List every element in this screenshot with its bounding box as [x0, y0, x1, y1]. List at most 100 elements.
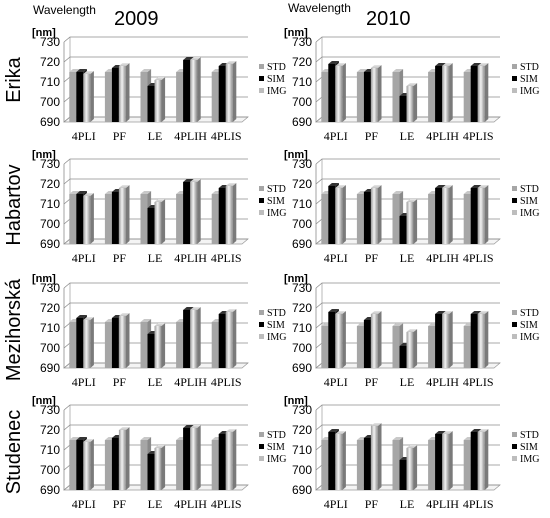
bar-front: [104, 322, 112, 368]
bar-top: [140, 191, 152, 194]
y-tick-label: 700: [292, 95, 312, 109]
bar-front: [399, 346, 407, 368]
bar-front: [370, 314, 378, 368]
legend-swatch-img: [259, 88, 264, 93]
y-tick-label: 710: [40, 321, 60, 335]
legend-swatch-img: [259, 334, 264, 339]
bar-top: [225, 309, 237, 312]
y-tick-label: 700: [292, 341, 312, 355]
bar-front: [104, 440, 112, 490]
legend-swatch-sim: [512, 76, 517, 81]
bar-front: [190, 310, 198, 368]
bar-front: [335, 434, 343, 490]
y-tick-label: 720: [40, 177, 60, 191]
y-tick-label: 730: [292, 157, 312, 171]
bar-front: [225, 64, 233, 122]
bar-front: [406, 332, 414, 368]
x-tick-label: 4PLIS: [211, 375, 242, 389]
legend-label-std: STD: [267, 184, 286, 195]
bar-img-4pli: [83, 71, 94, 122]
bar-front: [356, 440, 364, 490]
year-2010-header: 2010: [366, 8, 411, 30]
bar-front: [76, 194, 84, 244]
bar-front: [442, 314, 450, 368]
gridline: [63, 56, 248, 63]
bar-front: [76, 318, 84, 368]
legend-label-sim: SIM: [267, 442, 285, 453]
y-tick-label: 730: [292, 35, 312, 49]
bar-front: [370, 188, 378, 244]
y-tick-label: 720: [40, 301, 60, 315]
bar-top: [118, 63, 130, 66]
bar-front: [477, 188, 485, 244]
bar-img-4pli: [83, 317, 94, 368]
bar-top: [83, 317, 94, 320]
bar-top: [477, 311, 489, 314]
legend-label-img: IMG: [520, 208, 539, 219]
bar-front: [328, 432, 336, 490]
x-tick-label: 4PLIS: [463, 129, 494, 143]
bar-top: [435, 431, 446, 434]
legend-swatch-sim: [512, 198, 517, 203]
bar-front: [183, 182, 191, 244]
bar-front: [321, 72, 329, 122]
legend-swatch-std: [512, 310, 517, 315]
panel-mezihorska-2009: 690 700 710 720 730[nm] 4PLI PF LE 4PLIH 4PLIS STD…: [32, 273, 286, 389]
bar-top: [69, 191, 80, 194]
x-tick-label: LE: [400, 497, 415, 511]
panel-erika-2010: 690 700 710 720 730[nm] 4PLI PF LE 4PLIH 4PLIS STD…: [284, 27, 539, 143]
bar-front: [83, 320, 91, 368]
x-tick-label: PF: [113, 129, 127, 143]
bar-front: [363, 438, 371, 490]
bar-front: [183, 428, 191, 490]
legend-label-sim: SIM: [267, 320, 285, 331]
y-tick-label: 720: [292, 301, 312, 315]
bar-front: [69, 322, 77, 368]
bar-front: [118, 188, 126, 244]
bar-front: [218, 66, 226, 122]
y-unit-label: [nm]: [284, 273, 308, 285]
gridline: [63, 302, 248, 309]
y-tick-label: 720: [40, 423, 60, 437]
y-tick-label: 730: [40, 403, 60, 417]
gridline: [63, 158, 248, 165]
bar-top: [470, 429, 482, 432]
legend-label-img: IMG: [267, 332, 286, 343]
wavelength-label-right: Wavelength: [288, 1, 351, 15]
x-tick-label: PF: [365, 375, 379, 389]
bar-front: [154, 326, 162, 368]
bar-img-pf: [118, 313, 130, 368]
bar-front: [211, 322, 219, 368]
bar-side: [377, 185, 382, 244]
bar-top: [154, 323, 166, 326]
bar-side: [232, 309, 237, 368]
bar-top: [140, 69, 152, 72]
bar-img-4plis: [477, 63, 489, 122]
bar-top: [470, 185, 482, 188]
bar-front: [118, 316, 126, 368]
y-tick-label: 720: [292, 423, 312, 437]
x-tick-label: PF: [113, 375, 127, 389]
bar-front: [463, 72, 471, 122]
gridline: [315, 404, 500, 411]
bar-img-4plih: [442, 63, 453, 122]
legend-label-std: STD: [267, 430, 286, 441]
bar-side: [161, 199, 166, 244]
bar-front: [140, 194, 148, 244]
legend-label-sim: SIM: [520, 74, 538, 85]
bar-top: [328, 183, 339, 186]
bar-front: [363, 320, 371, 368]
bar-front: [111, 318, 119, 368]
bar-side: [90, 193, 94, 244]
x-tick-label: 4PLIH: [174, 375, 207, 389]
bar-top: [190, 179, 201, 182]
gridline: [315, 424, 500, 431]
bar-front: [370, 68, 378, 122]
bar-img-le: [406, 83, 418, 122]
bar-img-4plih: [442, 311, 453, 368]
bar-front: [111, 192, 119, 244]
bar-side: [197, 425, 201, 490]
bar-img-4pli: [83, 193, 94, 244]
y-tick-label: 710: [292, 75, 312, 89]
bar-front: [442, 188, 450, 244]
